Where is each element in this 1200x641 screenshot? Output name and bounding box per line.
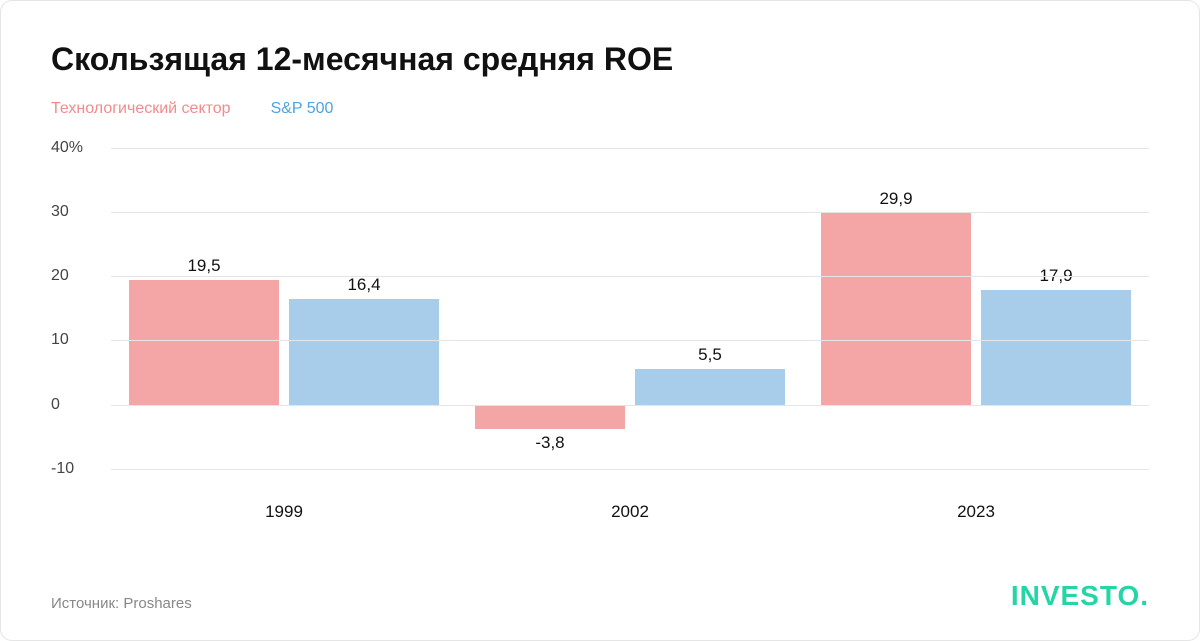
bar-group: 19,5 16,4 — [111, 148, 457, 488]
y-tick-label: 0 — [51, 396, 101, 414]
chart-title: Скользящая 12-месячная средняя ROE — [51, 41, 1149, 78]
y-tick-label: 20 — [51, 267, 101, 285]
x-axis-labels: 199920022023 — [111, 502, 1149, 522]
bar-group: -3,8 5,5 — [457, 148, 803, 488]
legend-item-sp500: S&P 500 — [271, 100, 334, 118]
brand-text: INVESTO — [1011, 580, 1140, 611]
grid-line — [111, 405, 1149, 406]
y-tick-label: 30 — [51, 203, 101, 221]
grid-line — [111, 276, 1149, 277]
bar-groups: 19,5 16,4 -3,8 5,5 29,917,9 — [111, 148, 1149, 488]
legend-item-tech: Технологический сектор — [51, 100, 231, 118]
brand-dot: . — [1140, 580, 1149, 611]
grid-line — [111, 469, 1149, 470]
grid-line — [111, 340, 1149, 341]
y-tick-label: 10 — [51, 331, 101, 349]
footer: Источник: Proshares INVESTO. — [51, 580, 1149, 612]
bar-sp500 — [635, 369, 785, 404]
grid-line — [111, 212, 1149, 213]
bar-sp500 — [981, 290, 1131, 405]
bar-sp500 — [289, 299, 439, 404]
bar-tech — [475, 405, 625, 429]
bar-value-label: 5,5 — [635, 345, 785, 365]
bar-group: 29,917,9 — [803, 148, 1149, 488]
chart-area: 40%3020100-10 19,516,4-3,85,529,917,9 — [51, 148, 1149, 488]
legend: Технологический сектор S&P 500 — [51, 100, 1149, 118]
chart-card: Скользящая 12-месячная средняя ROE Техно… — [0, 0, 1200, 641]
brand-logo: INVESTO. — [1011, 580, 1149, 612]
bar-value-label: 19,5 — [129, 256, 279, 276]
plot-area: 19,5 16,4 -3,8 5,5 29,917,9 — [111, 148, 1149, 488]
x-tick-label: 2002 — [457, 502, 803, 522]
bar-value-label: 16,4 — [289, 275, 439, 295]
bar-tech — [129, 280, 279, 405]
x-tick-label: 2023 — [803, 502, 1149, 522]
y-axis: 40%3020100-10 — [51, 148, 111, 488]
bar-tech — [821, 213, 971, 405]
x-tick-label: 1999 — [111, 502, 457, 522]
bar-value-label: -3,8 — [475, 433, 625, 453]
source-text: Источник: Proshares — [51, 595, 192, 612]
y-tick-label: -10 — [51, 460, 101, 478]
y-tick-label: 40% — [51, 139, 101, 157]
grid-line — [111, 148, 1149, 149]
bar-value-label: 29,9 — [821, 189, 971, 209]
